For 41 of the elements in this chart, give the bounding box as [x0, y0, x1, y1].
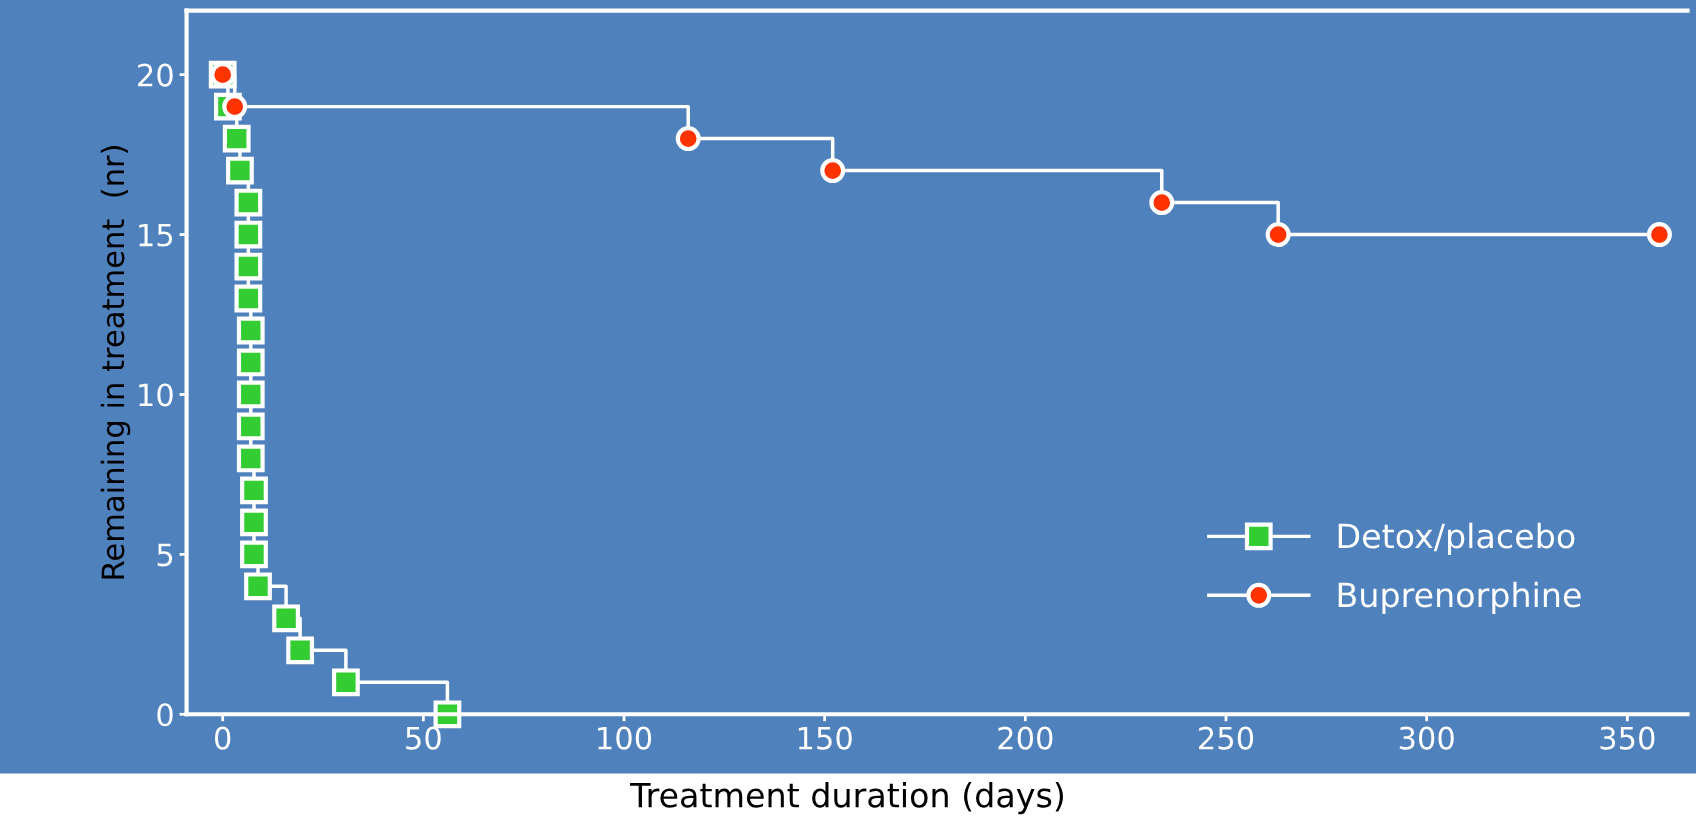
point — [236, 380, 265, 409]
point — [234, 220, 263, 249]
point — [331, 668, 360, 697]
point — [675, 126, 701, 152]
point — [226, 156, 254, 185]
point — [236, 444, 265, 473]
y-tick-label: 5 — [157, 543, 173, 567]
point — [1646, 222, 1672, 248]
y-axis-title: Remaining in treatment (nr) — [100, 146, 131, 579]
point — [240, 508, 268, 537]
x-tick-label: 100 — [598, 726, 652, 750]
point — [240, 540, 268, 569]
point — [236, 316, 265, 345]
x-tick-label: 250 — [1199, 726, 1254, 750]
point — [236, 348, 265, 377]
point — [820, 158, 846, 184]
x-axis-title: Treatment duration (days) — [630, 781, 1063, 815]
x-tick-label: 0 — [214, 726, 231, 750]
point — [234, 252, 263, 281]
x-tick-label: 350 — [1600, 726, 1655, 750]
point — [234, 284, 263, 313]
point — [272, 604, 300, 633]
point — [240, 476, 268, 505]
x-tick-label: 200 — [998, 726, 1053, 750]
point — [222, 94, 248, 120]
y-tick-label: 10 — [139, 383, 173, 407]
point — [286, 636, 315, 665]
point — [1149, 190, 1175, 216]
y-tick-label: 20 — [138, 63, 173, 87]
x-tick-label: 300 — [1399, 726, 1454, 750]
point — [222, 124, 251, 153]
legend-label: Detox/placebo — [1338, 522, 1575, 555]
y-tick-label: 15 — [139, 223, 173, 247]
point — [244, 572, 272, 601]
point — [236, 412, 265, 441]
legend-label: Buprenorphine — [1338, 581, 1581, 614]
point — [1265, 222, 1291, 248]
y-tick-label: 0 — [157, 703, 173, 727]
point — [234, 188, 263, 217]
x-tick-label: 50 — [406, 726, 441, 750]
x-tick-label: 150 — [798, 726, 852, 750]
